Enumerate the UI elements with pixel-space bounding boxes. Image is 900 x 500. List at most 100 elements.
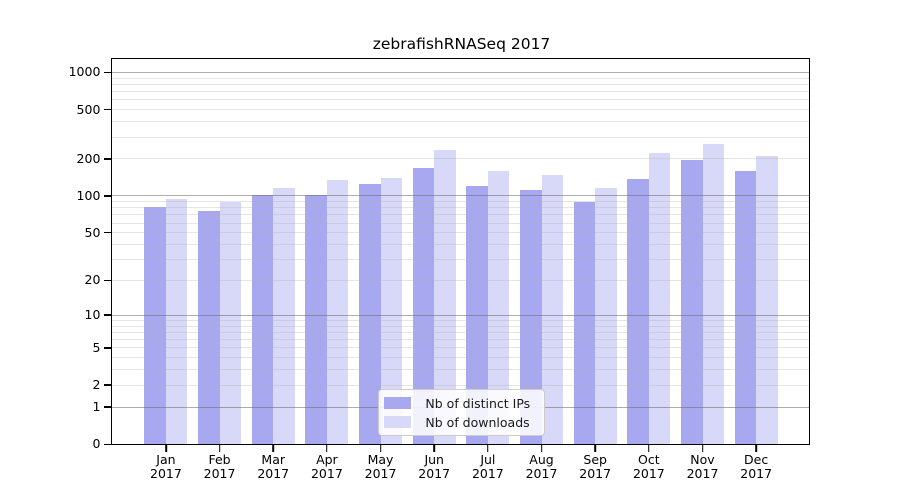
- x-tick-label: Sep 2017: [560, 453, 630, 480]
- bar-downloads: [434, 150, 456, 445]
- legend: Nb of distinct IPs Nb of downloads: [378, 389, 546, 437]
- y-tick: [103, 347, 111, 349]
- x-tick: [379, 444, 382, 453]
- x-tick-label-line: 2017: [632, 465, 665, 481]
- bar-distinct-ips: [681, 160, 703, 445]
- x-tick-label-line: 2017: [740, 465, 773, 481]
- x-tick-label-line: 2017: [471, 465, 504, 481]
- x-tick-label-line: Dec: [744, 452, 769, 468]
- legend-label-downloads: Nb of downloads: [425, 414, 530, 430]
- y-tick-label: 0: [92, 436, 101, 452]
- legend-item-distinct-ips: Nb of distinct IPs: [384, 397, 536, 410]
- x-tick: [326, 444, 328, 453]
- x-tick-label-line: Nov: [690, 452, 715, 468]
- y-tick-label: 2: [92, 376, 101, 392]
- gridline-minor: [112, 331, 810, 333]
- gridline-minor: [112, 214, 810, 216]
- x-tick-label-line: 2017: [257, 465, 290, 481]
- y-tick: [103, 231, 111, 234]
- gridline-minor: [112, 243, 810, 245]
- gridline-minor: [112, 158, 810, 160]
- gridline-minor: [112, 319, 810, 321]
- gridline-major: [112, 71, 810, 73]
- bar-distinct-ips: [734, 170, 757, 445]
- y-tick-label: 1: [92, 398, 101, 414]
- chart-title: zebrafishRNASeq 2017: [372, 35, 551, 53]
- y-tick-label: 1000: [68, 64, 101, 80]
- grid-layer: [112, 59, 810, 444]
- gridline-major: [112, 195, 810, 197]
- y-tick-label: 20: [84, 272, 101, 288]
- bar-distinct-ips: [305, 194, 327, 445]
- x-tick-label-line: Mar: [261, 452, 286, 468]
- gridline-minor: [112, 369, 810, 371]
- gridline-minor: [112, 99, 810, 101]
- plot-area: 0 1 2 5 10 20 50 100 200 500 1000 Jan 2017 Feb 2017 Mar…: [69, 58, 811, 480]
- gridline-minor: [112, 109, 810, 111]
- gridline-minor: [112, 325, 810, 327]
- y-tick-label: 500: [76, 101, 101, 117]
- bar-distinct-ips: [627, 179, 649, 445]
- x-tick: [648, 444, 650, 453]
- x-tick: [540, 444, 543, 453]
- bar-downloads: [702, 143, 724, 445]
- gridline-minor: [112, 258, 810, 260]
- x-tick-label: Feb 2017: [185, 453, 255, 480]
- gridline-minor: [112, 357, 810, 359]
- bar-downloads: [487, 170, 510, 445]
- gridline-minor: [112, 279, 810, 281]
- gridline-minor: [112, 136, 810, 138]
- x-tick-label-line: 2017: [310, 465, 343, 481]
- x-tick-label: May 2017: [346, 453, 416, 480]
- x-tick-label-line: 2017: [525, 465, 558, 481]
- bar-downloads: [273, 187, 295, 445]
- x-tick-label-line: 2017: [686, 465, 719, 481]
- x-tick-label-line: 2017: [579, 465, 612, 481]
- bar-downloads: [219, 201, 242, 445]
- y-tick: [103, 384, 111, 387]
- x-tick-label: Aug 2017: [507, 453, 577, 480]
- x-tick-label-line: 2017: [418, 465, 451, 481]
- y-tick: [103, 158, 111, 160]
- legend-item-downloads: Nb of downloads: [384, 416, 536, 429]
- bars-layer: [112, 59, 809, 445]
- gridline-minor: [112, 207, 810, 209]
- legend-swatch-distinct-ips: [384, 397, 412, 410]
- gridline-minor: [112, 83, 810, 85]
- x-tick: [165, 444, 167, 453]
- bar-downloads: [165, 198, 188, 445]
- x-tick: [701, 444, 704, 453]
- gridline-minor: [112, 201, 810, 202]
- x-tick-label-line: 2017: [150, 465, 182, 481]
- gridline-minor: [112, 121, 810, 123]
- x-tick-label: Mar 2017: [238, 453, 308, 480]
- y-tick: [103, 314, 111, 317]
- x-tick-label: Jul 2017: [453, 453, 523, 480]
- legend-swatch-downloads: [384, 416, 412, 429]
- x-tick-label-line: Aug: [529, 452, 554, 468]
- x-tick: [755, 444, 757, 453]
- x-tick-label-line: Jun: [424, 452, 444, 468]
- x-tick-label-line: Jul: [480, 452, 496, 468]
- legend-label-distinct-ips: Nb of distinct IPs: [425, 395, 531, 411]
- y-tick: [103, 108, 111, 111]
- x-tick-label: Jun 2017: [399, 453, 469, 480]
- x-tick-label-line: Apr: [316, 452, 338, 468]
- bar-distinct-ips: [520, 190, 542, 445]
- x-tick-label-line: Oct: [638, 452, 660, 468]
- gridline-minor: [112, 232, 810, 234]
- y-tick: [103, 443, 111, 446]
- bar-downloads: [380, 178, 403, 445]
- x-tick-label: Nov 2017: [668, 453, 738, 480]
- x-tick: [433, 444, 435, 453]
- x-tick-label-line: Jan: [156, 452, 176, 468]
- x-tick-label: Jan 2017: [131, 453, 201, 480]
- x-tick-label-line: 2017: [203, 465, 236, 481]
- x-tick-label-line: May: [367, 452, 394, 468]
- bar-distinct-ips: [573, 201, 596, 445]
- x-tick-label: Dec 2017: [721, 453, 791, 480]
- x-tick-label-line: Sep: [583, 452, 607, 468]
- y-tick: [103, 279, 111, 282]
- gridline-minor: [112, 347, 810, 349]
